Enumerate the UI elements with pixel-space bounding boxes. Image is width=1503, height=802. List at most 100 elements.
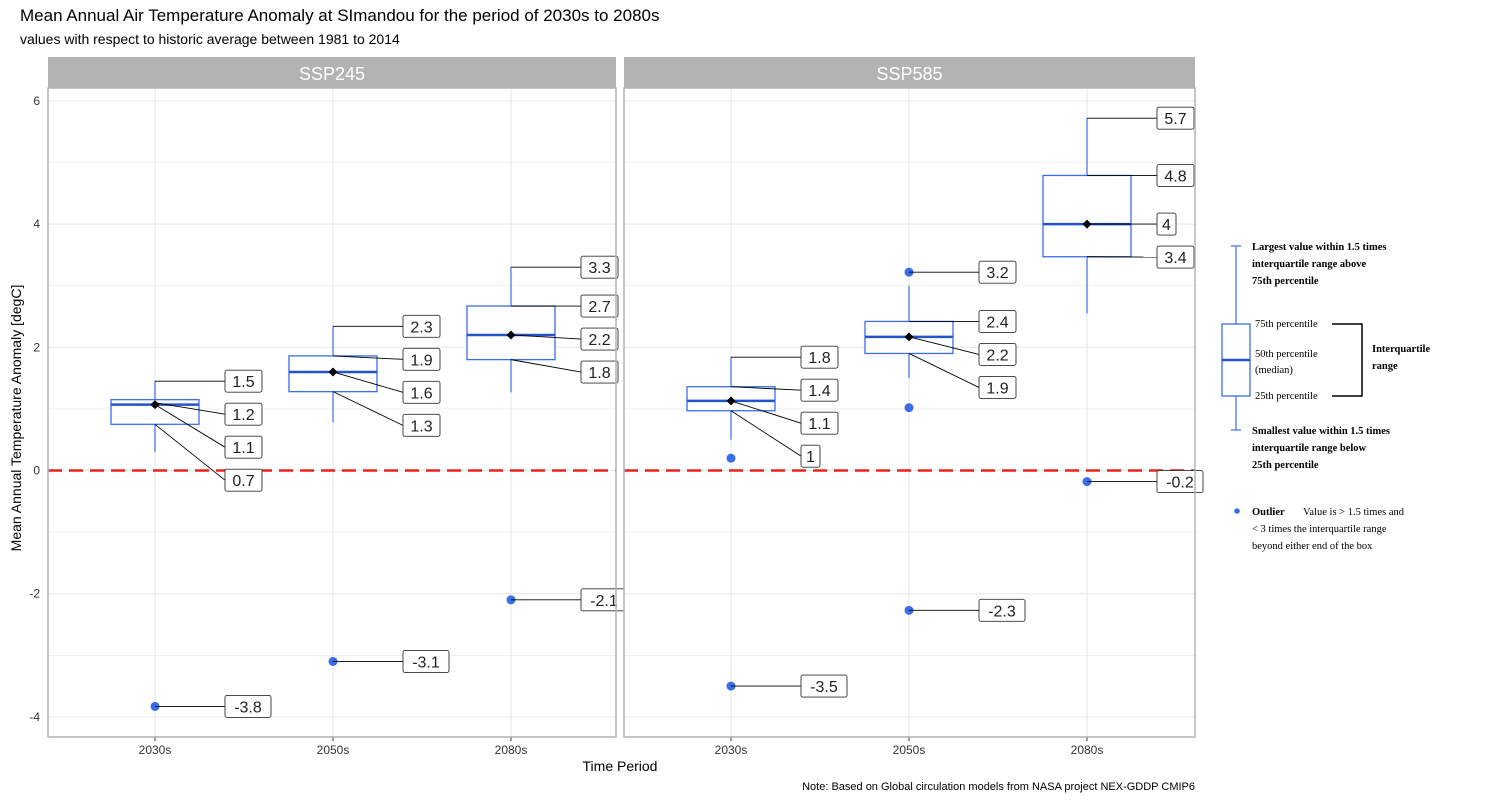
value-label: 2.2 (588, 332, 610, 349)
value-label-box (978, 375, 1017, 399)
value-label: 2.4 (986, 314, 1008, 331)
value-label: 0.7 (232, 473, 254, 490)
value-label: 4 (1162, 217, 1171, 234)
value-label-box (800, 444, 821, 468)
value-label-box (224, 468, 263, 492)
value-label-box (1156, 212, 1177, 236)
value-label: 5.7 (1164, 111, 1186, 128)
value-label-box (224, 694, 272, 718)
value-label: -2.1 (590, 593, 618, 610)
legend-outlier-point (1234, 508, 1240, 514)
value-label: 2.2 (986, 347, 1008, 364)
legend-outlier-desc: beyond either end of the box (1252, 541, 1373, 552)
legend-p75-text: 75th percentile (1255, 319, 1318, 330)
value-label-box (800, 674, 848, 698)
legend-p25-text: 25th percentile (1255, 391, 1318, 402)
value-label-box (402, 413, 441, 437)
legend-smallest-text: interquartile range below (1252, 443, 1367, 454)
value-label: 1.8 (808, 350, 830, 367)
box-iqr (1042, 174, 1132, 258)
chart-title: Mean Annual Air Temperature Anomaly at S… (20, 6, 660, 25)
value-label-box (1156, 106, 1195, 130)
label-leader-line (510, 359, 582, 373)
value-label: 1.5 (232, 374, 254, 391)
value-label: 1.9 (410, 352, 432, 369)
x-tick-label: 2080s (1071, 743, 1104, 757)
value-label-box (800, 378, 839, 402)
value-label: 4.8 (1164, 168, 1186, 185)
value-label: -3.8 (234, 699, 262, 716)
label-leader-line (730, 400, 802, 424)
panel-strip-label: SSP585 (876, 64, 942, 84)
label-leader-line (154, 404, 226, 448)
value-label-box (580, 255, 619, 279)
value-label: 1.4 (808, 383, 830, 400)
value-label: 2.7 (588, 299, 610, 316)
value-label-box (224, 402, 263, 426)
value-label-box (1156, 163, 1195, 187)
value-label: 1.9 (986, 380, 1008, 397)
x-tick-label: 2050s (893, 743, 926, 757)
value-label-box (580, 327, 619, 351)
value-label-box (1156, 470, 1204, 494)
chart-subtitle: values with respect to historic average … (20, 31, 400, 47)
legend-p50-text: (median) (1255, 365, 1293, 376)
label-leader-line (908, 353, 980, 388)
legend-smallest-text: Smallest value within 1.5 times (1252, 426, 1390, 437)
y-tick-label: 6 (33, 94, 40, 108)
value-label: 1 (806, 449, 815, 466)
legend-iqr-text: range (1372, 361, 1398, 372)
outlier-point (726, 453, 736, 463)
value-label: 1.6 (410, 385, 432, 402)
value-label-box (978, 260, 1017, 284)
value-label-box (978, 598, 1026, 622)
label-leader-line (510, 334, 582, 340)
x-tick-label: 2050s (317, 743, 350, 757)
legend-p50-text: 50th percentile (1255, 349, 1318, 360)
label-leader-line (908, 336, 980, 355)
x-axis-label: Time Period (582, 758, 658, 774)
y-tick-label: 2 (33, 340, 40, 354)
value-label-box (402, 347, 441, 371)
legend-iqr-text: Interquartile (1372, 344, 1430, 355)
label-leader-line (332, 391, 404, 426)
x-tick-label: 2030s (139, 743, 172, 757)
value-label-box (580, 294, 619, 318)
value-label-box (402, 380, 441, 404)
x-tick-label: 2080s (495, 743, 528, 757)
legend-largest-text: Largest value within 1.5 times (1252, 242, 1386, 253)
legend-outlier-desc: < 3 times the interquartile range (1252, 524, 1387, 535)
value-label: -0.2 (1166, 475, 1194, 492)
panel-border (47, 87, 617, 738)
value-label-box (800, 345, 839, 369)
x-tick-label: 2030s (715, 743, 748, 757)
value-label: 1.1 (232, 440, 254, 457)
legend-largest-text: 75th percentile (1252, 276, 1319, 287)
value-label-box (800, 411, 839, 435)
legend-smallest-text: 25th percentile (1252, 460, 1319, 471)
legend-largest-text: interquartile range above (1252, 259, 1366, 270)
value-label: -3.1 (412, 654, 440, 671)
value-label: -2.3 (988, 603, 1016, 620)
value-label: 3.3 (588, 260, 610, 277)
value-label: 1.3 (410, 418, 432, 435)
label-leader-line (154, 402, 226, 415)
panel-strip (624, 57, 1195, 88)
panel-strip (48, 57, 616, 88)
value-label-box (402, 650, 450, 673)
label-leader-line (730, 410, 802, 457)
y-tick-label: -2 (29, 587, 40, 601)
value-label-box (978, 309, 1017, 333)
label-leader-line (154, 423, 226, 481)
label-leader-line (332, 355, 404, 360)
outlier-point (904, 403, 914, 413)
label-leader-line (730, 386, 802, 391)
label-leader-line (332, 371, 404, 393)
value-label: 2.3 (410, 319, 432, 336)
panel-border (623, 87, 1196, 738)
value-label: 1.1 (808, 416, 830, 433)
y-tick-label: -4 (29, 710, 40, 724)
value-label: -3.5 (810, 679, 838, 696)
legend-outlier-title: Outlier (1252, 507, 1285, 518)
